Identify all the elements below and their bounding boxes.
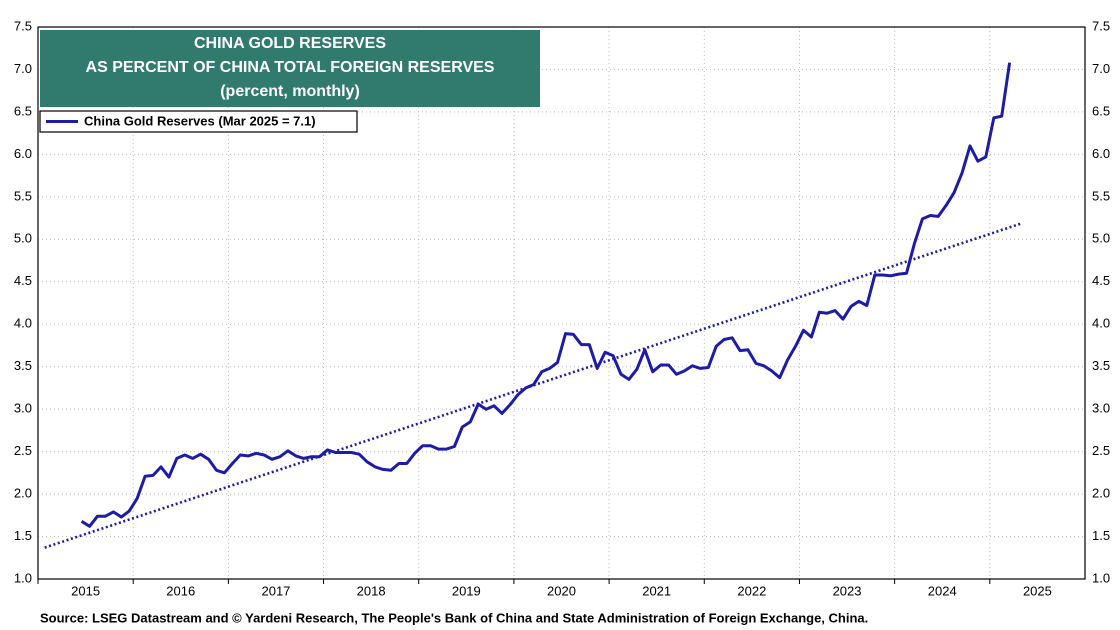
legend-box <box>39 110 358 133</box>
marks <box>44 62 1023 549</box>
x-tick-label: 2015 <box>71 583 100 598</box>
y2-tick-label: 3.0 <box>1092 401 1110 416</box>
x-tick-label: 2022 <box>737 583 766 598</box>
y2-tick-label: 7.5 <box>1092 18 1110 33</box>
x-tick-label: 2023 <box>833 583 862 598</box>
chart-title: CHINA GOLD RESERVES <box>194 35 386 52</box>
x-tick-label: 2025 <box>1023 583 1052 598</box>
y-tick-label: 3.5 <box>14 358 32 373</box>
x-tick-label: 2017 <box>261 583 290 598</box>
y2-tick-label: 2.0 <box>1092 486 1110 501</box>
x-tick-label: 2021 <box>642 583 671 598</box>
y-tick-label: 2.5 <box>14 443 32 458</box>
grid <box>37 26 1085 580</box>
source-note: Source: LSEG Datastream and © Yardeni Re… <box>40 610 868 625</box>
y-tick-label: 4.5 <box>14 273 32 288</box>
y2-tick-label: 6.5 <box>1092 103 1110 118</box>
x-tick-label: 2024 <box>928 583 957 598</box>
series-line <box>80 62 1012 528</box>
y-tick-label: 1.5 <box>14 528 32 543</box>
y2-tick-label: 4.5 <box>1092 273 1110 288</box>
x-tick-label: 2020 <box>547 583 576 598</box>
y2-tick-label: 2.5 <box>1092 443 1110 458</box>
chart-subtitle: (percent, monthly) <box>220 83 360 100</box>
y2-tick-label: 6.0 <box>1092 146 1110 161</box>
y2-tick-label: 5.0 <box>1092 231 1110 246</box>
title-box <box>40 30 540 107</box>
chart-title: AS PERCENT OF CHINA TOTAL FOREIGN RESERV… <box>86 59 495 76</box>
y-tick-label: 6.5 <box>14 103 32 118</box>
y2-tick-label: 3.5 <box>1092 358 1110 373</box>
y-tick-label: 4.0 <box>14 316 32 331</box>
y2-tick-label: 5.5 <box>1092 188 1110 203</box>
y-tick-label: 1.0 <box>14 570 32 585</box>
y-tick-label: 6.0 <box>14 146 32 161</box>
y-tick-label: 5.5 <box>14 188 32 203</box>
y2-tick-label: 4.0 <box>1092 316 1110 331</box>
x-tick-label: 2018 <box>357 583 386 598</box>
y-tick-label: 3.0 <box>14 401 32 416</box>
x-tick-label: 2016 <box>166 583 195 598</box>
y-tick-label: 7.5 <box>14 18 32 33</box>
y-tick-label: 5.0 <box>14 231 32 246</box>
y-tick-label: 2.0 <box>14 486 32 501</box>
y2-tick-label: 7.0 <box>1092 61 1110 76</box>
y-tick-label: 7.0 <box>14 61 32 76</box>
x-tick-label: 2019 <box>452 583 481 598</box>
trend-line <box>44 221 1023 549</box>
legend-label: China Gold Reserves (Mar 2025 = 7.1) <box>84 113 316 128</box>
y2-tick-label: 1.0 <box>1092 570 1110 585</box>
y2-tick-label: 1.5 <box>1092 528 1110 543</box>
plot-frame <box>37 26 1086 580</box>
